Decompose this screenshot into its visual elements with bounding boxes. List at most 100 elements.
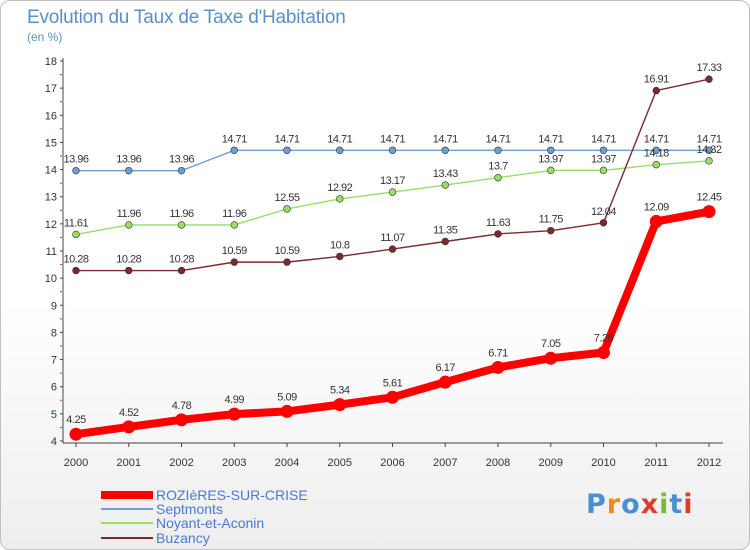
legend-label: Buzancy — [156, 530, 210, 546]
data-label: 11.75 — [539, 214, 564, 226]
y-tick-label: 5 — [51, 409, 57, 421]
data-point — [230, 258, 238, 266]
data-point — [547, 226, 555, 235]
data-label: 11.61 — [64, 217, 89, 229]
data-label: 12.55 — [274, 192, 299, 204]
data-point — [652, 160, 660, 169]
data-label: 14.71 — [591, 133, 616, 145]
data-point — [652, 86, 660, 95]
x-tick-label: 2003 — [222, 457, 246, 469]
data-point — [230, 221, 238, 229]
data-point — [599, 219, 608, 227]
data-label: 4.52 — [119, 407, 139, 419]
y-tick-label: 15 — [45, 137, 57, 149]
data-point — [441, 181, 449, 189]
x-tick-label: 2008 — [486, 457, 510, 469]
data-point — [547, 146, 555, 155]
x-tick-label: 2009 — [539, 457, 563, 469]
legend-item: Septmonts — [101, 502, 223, 516]
data-label: 10.59 — [222, 245, 247, 257]
data-point — [705, 157, 713, 165]
data-point — [72, 230, 80, 239]
y-tick-label: 12 — [45, 219, 57, 231]
data-point — [283, 258, 291, 266]
chart-unit: (en %) — [27, 30, 63, 44]
data-label: 14.71 — [274, 133, 299, 145]
x-tick-label: 2006 — [380, 457, 404, 469]
y-tick-label: 13 — [45, 192, 57, 204]
data-label: 13.97 — [538, 153, 563, 165]
data-point — [177, 266, 186, 275]
data-point — [333, 398, 347, 412]
data-label: 13.96 — [169, 154, 194, 166]
data-label: 13.43 — [433, 168, 458, 180]
data-label: 10.28 — [169, 254, 194, 266]
data-label: 17.33 — [696, 62, 721, 74]
data-point — [494, 230, 502, 238]
data-label: 5.34 — [330, 385, 350, 397]
data-label: 7.05 — [541, 338, 561, 350]
x-tick-label: 2005 — [328, 457, 352, 469]
brand-logo: Proxiti — [586, 489, 694, 520]
data-point — [125, 166, 133, 175]
data-label: 5.09 — [277, 391, 297, 403]
legend-label: Noyant-et-Aconin — [156, 515, 265, 531]
data-point — [388, 146, 397, 155]
data-label: 11.07 — [380, 232, 405, 244]
data-label: 10.28 — [63, 254, 88, 266]
data-label: 14.71 — [380, 133, 405, 145]
x-tick-label: 2000 — [64, 457, 88, 469]
legend-item: ROZIèRES-SUR-CRISE — [101, 488, 308, 502]
data-label: 14.71 — [327, 133, 352, 145]
data-label: 4.99 — [225, 394, 245, 406]
x-tick-label: 2010 — [591, 457, 615, 469]
data-point — [494, 146, 502, 155]
data-label: 14.71 — [538, 133, 563, 145]
data-label: 12.09 — [644, 201, 669, 213]
data-point — [649, 214, 663, 228]
data-point — [441, 146, 449, 155]
data-point — [388, 188, 397, 196]
y-tick-label: 18 — [45, 56, 57, 68]
legend-swatch — [101, 522, 153, 524]
y-tick-label: 14 — [45, 165, 57, 177]
data-point — [177, 221, 186, 229]
chart-title: Evolution du Taux de Taxe d'Habitation — [27, 7, 346, 28]
data-point — [280, 404, 294, 418]
data-label: 11.63 — [486, 217, 511, 229]
data-label: 10.59 — [274, 245, 299, 257]
data-label: 14.71 — [696, 133, 721, 145]
data-point — [122, 420, 136, 434]
data-label: 7.26 — [594, 333, 614, 345]
data-point — [227, 407, 241, 421]
x-tick-label: 2001 — [117, 457, 141, 469]
data-label: 14.32 — [696, 144, 721, 156]
data-label: 11.96 — [222, 208, 247, 220]
data-label: 14.71 — [222, 133, 247, 145]
y-tick-label: 6 — [51, 382, 57, 394]
data-point — [494, 174, 502, 182]
data-point — [597, 346, 610, 360]
data-label: 11.96 — [117, 208, 142, 220]
y-tick-label: 4 — [51, 436, 57, 448]
data-point — [386, 390, 399, 404]
data-label: 14.71 — [485, 133, 510, 145]
x-tick-label: 2004 — [275, 457, 299, 469]
data-point — [336, 146, 344, 155]
data-point — [702, 205, 716, 219]
data-point — [705, 75, 713, 83]
data-point — [230, 146, 238, 155]
y-tick-label: 11 — [46, 246, 57, 258]
y-tick-label: 17 — [45, 83, 57, 95]
data-label: 6.71 — [488, 347, 508, 359]
data-label: 14.71 — [644, 133, 669, 145]
data-point — [388, 245, 397, 253]
legend-swatch — [101, 508, 153, 510]
data-point — [336, 195, 344, 203]
x-tick-label: 2002 — [169, 457, 193, 469]
y-tick-label: 9 — [51, 300, 57, 312]
data-label: 16.91 — [644, 74, 669, 86]
y-tick-label: 7 — [51, 355, 57, 367]
legend-item: Noyant-et-Aconin — [101, 516, 264, 530]
x-tick-label: 2012 — [697, 457, 721, 469]
